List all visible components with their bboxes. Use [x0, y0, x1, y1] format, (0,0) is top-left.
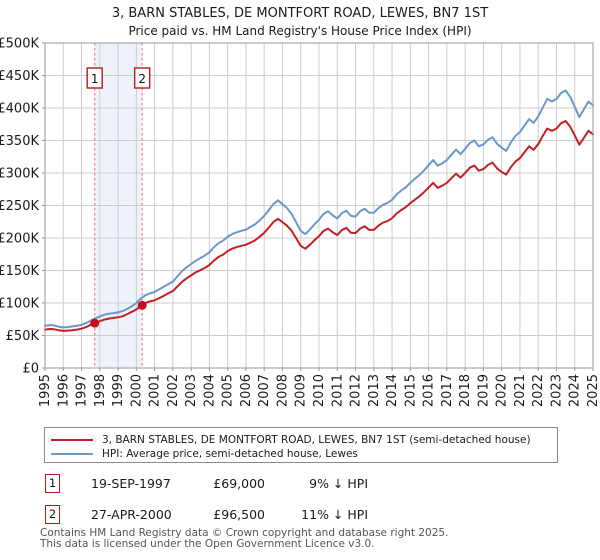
y-axis-label: £150K — [0, 264, 39, 279]
x-axis-label: 2021 — [513, 374, 528, 407]
footer-line-2: This data is licensed under the Open Gov… — [40, 538, 375, 550]
x-axis-label: 2024 — [568, 374, 583, 407]
x-axis-label: 2013 — [367, 374, 382, 407]
transaction-date: 19-SEP-1997 — [91, 476, 171, 491]
transaction-badge: 1 — [45, 474, 60, 493]
plot-border — [44, 42, 594, 369]
transaction-price: £69,000 — [213, 476, 265, 491]
legend-label-hpi: HPI: Average price, semi-detached house,… — [102, 447, 358, 460]
transaction-hpi-delta: 9% ↓ HPI — [309, 476, 368, 491]
sale-event-badge-label: 2 — [138, 72, 146, 86]
footer-line-1: Contains HM Land Registry data © Crown c… — [40, 527, 449, 539]
property-series-line — [44, 120, 594, 332]
y-axis-label: £50K — [6, 329, 40, 344]
legend-label-property: 3, BARN STABLES, DE MONTFORT ROAD, LEWES… — [102, 433, 531, 446]
x-axis-label: 2009 — [294, 374, 309, 407]
transaction-row: 2 27-APR-2000 £96,500 11% ↓ HPI — [0, 505, 600, 525]
x-axis-label: 2011 — [330, 374, 345, 407]
x-axis-label: 2017 — [440, 374, 455, 407]
x-axis-label: 2005 — [221, 374, 236, 407]
x-axis-label: 1998 — [93, 374, 108, 407]
transaction-badge: 2 — [45, 505, 60, 524]
price-chart: 1995 1996 1997 1998 1999 2000 2001 2002 2003 2004… — [0, 37, 600, 408]
sale-marker — [137, 300, 147, 310]
transaction-hpi-delta: 11% ↓ HPI — [301, 507, 368, 522]
y-axis-label: £350K — [0, 134, 39, 149]
hpi-series-line — [44, 89, 594, 329]
x-axis-label: 2022 — [531, 374, 546, 407]
x-axis-label: 2016 — [422, 374, 437, 407]
x-axis-label: 2001 — [148, 374, 163, 407]
chart-title: 3, BARN STABLES, DE MONTFORT ROAD, LEWES… — [111, 6, 489, 21]
x-axis-label: 2006 — [239, 374, 254, 407]
transaction-row: 1 19-SEP-1997 £69,000 9% ↓ HPI — [0, 474, 600, 494]
x-axis-label: 2023 — [549, 374, 564, 407]
y-axis-label: £500K — [0, 37, 39, 52]
sale-event-badge — [86, 67, 103, 89]
x-axis-label: 2012 — [349, 374, 364, 407]
sale-event-badge-label: 1 — [91, 72, 99, 86]
legend-swatch-property — [51, 438, 93, 441]
y-axis-label: £300K — [0, 167, 39, 182]
legend-swatch-hpi — [51, 452, 93, 455]
legend-item-hpi: HPI: Average price, semi-detached house,… — [51, 446, 358, 461]
chart-subtitle: Price paid vs. HM Land Registry's House … — [128, 24, 472, 38]
sale-marker — [90, 318, 100, 328]
x-axis-label: 2004 — [202, 374, 217, 407]
transaction-price: £96,500 — [213, 507, 265, 522]
x-axis-label: 2003 — [184, 374, 199, 407]
sale-event-badge — [133, 67, 151, 89]
x-axis-label: 2008 — [275, 374, 290, 407]
transaction-date: 27-APR-2000 — [91, 507, 172, 522]
x-axis-label: 1996 — [56, 374, 71, 407]
legend: 3, BARN STABLES, DE MONTFORT ROAD, LEWES… — [44, 427, 558, 463]
x-axis-label: 2014 — [385, 374, 400, 407]
y-axis-label: £200K — [0, 232, 39, 247]
y-axis-label: £400K — [0, 102, 39, 117]
y-axis-label: £100K — [0, 297, 39, 312]
x-axis-label: 1999 — [111, 374, 126, 407]
x-axis-label: 2020 — [495, 374, 510, 407]
x-axis-label: 2015 — [403, 374, 418, 407]
x-axis-label: 2025 — [586, 374, 600, 407]
y-axis-label: £450K — [0, 69, 39, 84]
x-axis-label: 2019 — [476, 374, 491, 407]
x-axis-label: 2010 — [312, 374, 327, 407]
y-axis-label: £250K — [0, 199, 39, 214]
legend-item-property: 3, BARN STABLES, DE MONTFORT ROAD, LEWES… — [51, 432, 531, 447]
x-axis-label: 2018 — [458, 374, 473, 407]
x-axis-label: 1995 — [38, 374, 53, 407]
x-axis-label: 2000 — [129, 374, 144, 407]
y-axis-label: £0 — [22, 362, 39, 377]
x-axis-label: 2002 — [166, 374, 181, 407]
x-axis-label: 1997 — [75, 374, 90, 407]
x-axis-label: 2007 — [257, 374, 272, 407]
